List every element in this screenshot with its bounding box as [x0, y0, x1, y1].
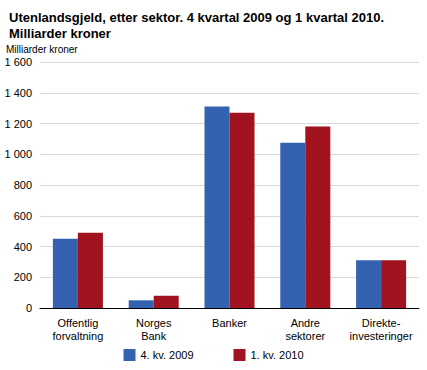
- svg-text:investeringer: investeringer: [350, 330, 413, 342]
- svg-text:600: 600: [14, 210, 32, 222]
- svg-text:1 600: 1 600: [4, 56, 32, 68]
- svg-text:Banker: Banker: [212, 317, 247, 329]
- svg-text:Utenlandsgjeld, etter sektor.: Utenlandsgjeld, etter sektor. 4 kvartal …: [9, 10, 384, 25]
- svg-text:Andre: Andre: [291, 317, 320, 329]
- svg-text:sektorer: sektorer: [285, 330, 325, 342]
- svg-text:400: 400: [14, 241, 32, 253]
- svg-text:forvaltning: forvaltning: [53, 330, 104, 342]
- svg-text:1. kv. 2010: 1. kv. 2010: [251, 349, 304, 361]
- svg-text:Bank: Bank: [141, 330, 167, 342]
- svg-text:1 400: 1 400: [4, 87, 32, 99]
- svg-text:1 200: 1 200: [4, 118, 32, 130]
- svg-text:Norges: Norges: [136, 317, 172, 329]
- svg-text:Offentlig: Offentlig: [58, 317, 99, 329]
- svg-text:1 000: 1 000: [4, 148, 32, 160]
- svg-text:800: 800: [14, 179, 32, 191]
- svg-text:Milliarder kroner: Milliarder kroner: [9, 26, 111, 41]
- svg-text:Milliarder kroner: Milliarder kroner: [6, 44, 78, 55]
- svg-text:4. kv. 2009: 4. kv. 2009: [141, 349, 194, 361]
- svg-text:0: 0: [26, 302, 32, 314]
- svg-text:200: 200: [14, 271, 32, 283]
- svg-text:Direkte-: Direkte-: [362, 317, 401, 329]
